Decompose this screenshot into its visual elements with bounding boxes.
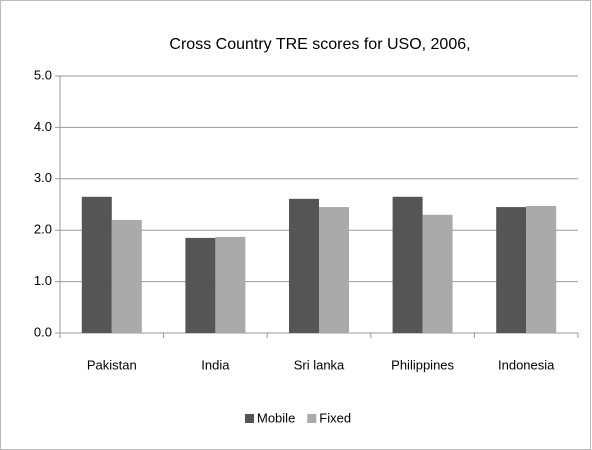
bar	[215, 236, 246, 333]
y-tick-label: 4.0	[34, 119, 52, 134]
x-tick-label: Indonesia	[498, 357, 555, 372]
y-tick-label: 5.0	[34, 67, 52, 82]
x-tick-label: India	[201, 357, 230, 372]
bar	[81, 196, 112, 333]
x-tick-label: Philippines	[391, 357, 454, 372]
bar	[422, 214, 453, 333]
chart-title: Cross Country TRE scores for USO, 2006,	[169, 36, 470, 53]
y-tick-label: 0.0	[34, 324, 52, 339]
bar	[111, 219, 142, 333]
y-tick-label: 2.0	[34, 222, 52, 237]
legend-swatch	[245, 414, 254, 423]
bar	[496, 207, 527, 333]
bar	[185, 237, 216, 333]
legend-swatch	[307, 414, 317, 423]
bar	[289, 198, 319, 333]
x-tick-label: Pakistan	[87, 357, 137, 372]
legend-label: Mobile	[257, 410, 295, 425]
bar	[526, 206, 557, 333]
y-tick-label: 3.0	[34, 170, 52, 185]
bar	[319, 207, 349, 333]
x-tick-label: Sri lanka	[294, 357, 345, 372]
bar	[392, 196, 423, 333]
y-tick-label: 1.0	[34, 273, 52, 288]
legend-label: Fixed	[319, 410, 351, 425]
